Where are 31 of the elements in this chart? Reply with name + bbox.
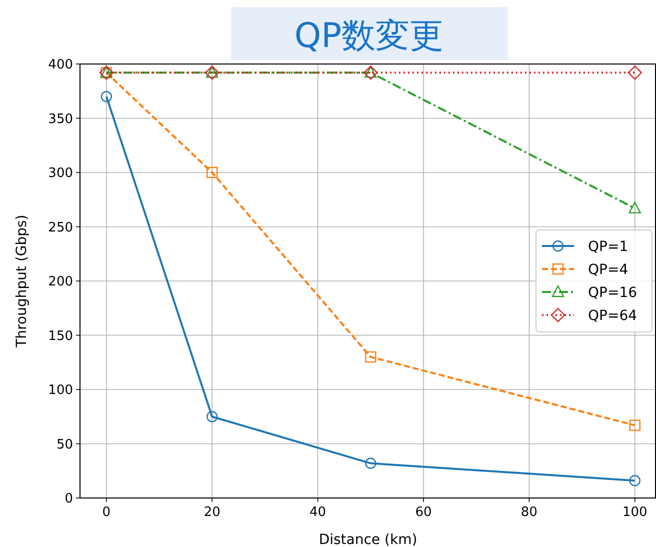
x-tick-label: 60 (415, 505, 432, 520)
legend-label: QP=1 (588, 239, 628, 255)
y-tick-label: 250 (48, 220, 73, 236)
y-tick-label: 300 (48, 166, 73, 181)
legend-label: QP=4 (588, 262, 628, 278)
x-tick-label: 100 (622, 505, 648, 520)
x-tick-label: 20 (204, 505, 220, 520)
point (629, 420, 640, 431)
y-tick-label: 350 (48, 112, 73, 127)
x-tick-label: 40 (310, 505, 326, 520)
point (628, 202, 641, 214)
y-tick-label: 50 (56, 437, 73, 452)
point (365, 351, 376, 363)
y-tick-label: 150 (48, 328, 73, 344)
y-tick-label: 400 (48, 58, 73, 72)
x-axis-title: Distance (km) (318, 532, 418, 547)
legend-label: QP=16 (588, 285, 638, 301)
point (365, 458, 376, 469)
y-tick-label: 200 (48, 274, 73, 290)
y-tick-label: 100 (48, 383, 73, 398)
y-axis-title: Throughput (Gbps) (14, 214, 30, 348)
point (206, 411, 218, 422)
y-tick-label: 0 (64, 492, 73, 506)
x-tick-label: 80 (520, 505, 538, 520)
legend-label: QP=64 (588, 308, 638, 324)
point (100, 90, 112, 102)
point (629, 475, 640, 486)
point (206, 166, 218, 178)
x-tick-label: 0 (102, 505, 111, 520)
point (628, 66, 642, 80)
chart-title: QP数変更 (294, 16, 444, 56)
